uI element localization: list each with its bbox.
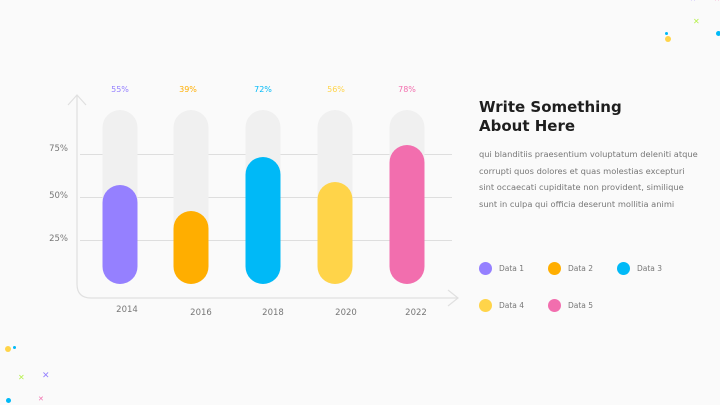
legend-label: Data 5 — [568, 301, 594, 310]
confetti-cross-icon: ✕ — [42, 371, 50, 381]
legend-label: Data 4 — [499, 301, 525, 310]
legend-item-data3: Data 3 — [617, 262, 662, 275]
confetti-dot-icon — [6, 398, 11, 403]
confetti-cross-icon: ✕ — [690, 0, 696, 3]
x-tick-2018: 2018 — [262, 308, 284, 318]
x-tick-2014: 2014 — [116, 305, 138, 315]
value-label-2022: 78% — [398, 85, 416, 94]
legend-label: Data 1 — [499, 264, 525, 273]
legend-item-data5: Data 5 — [548, 299, 593, 312]
confetti-dot-icon — [5, 346, 11, 352]
legend-item-data1: Data 1 — [479, 262, 524, 275]
legend-dot-icon — [479, 299, 492, 312]
x-tick-2020: 2020 — [335, 308, 357, 318]
y-tick-75: 75% — [49, 144, 68, 154]
value-label-2016: 39% — [179, 85, 197, 94]
confetti-cross-icon: ✕ — [38, 395, 44, 403]
legend-dot-icon — [617, 262, 630, 275]
value-label-2020: 56% — [327, 85, 345, 94]
title-line-2: About Here — [479, 117, 576, 135]
legend-label: Data 3 — [637, 264, 663, 273]
confetti-cross-icon: ✕ — [693, 17, 700, 26]
bar-2022 — [389, 145, 425, 284]
legend-label: Data 2 — [568, 264, 594, 273]
title-line-1: Write Something — [479, 98, 622, 116]
confetti-dot-icon — [665, 32, 668, 35]
value-label-2018: 72% — [254, 85, 272, 94]
x-tick-2022: 2022 — [405, 308, 427, 318]
bar-2018 — [245, 157, 281, 284]
legend-dot-icon — [479, 262, 492, 275]
confetti-cross-icon: ✕ — [18, 373, 25, 382]
bar-2016 — [173, 211, 209, 284]
value-label-2014: 55% — [111, 85, 129, 94]
confetti-cross-icon: ✕ — [714, 0, 720, 3]
legend-item-data4: Data 4 — [479, 299, 524, 312]
confetti-dot-icon — [716, 31, 720, 36]
y-tick-50: 50% — [49, 191, 68, 201]
slide-title: Write Something About Here — [479, 98, 622, 136]
legend-item-data2: Data 2 — [548, 262, 593, 275]
x-tick-2016: 2016 — [190, 308, 212, 318]
bar-2020 — [317, 182, 353, 284]
legend-dot-icon — [548, 262, 561, 275]
legend-dot-icon — [548, 299, 561, 312]
bar-2014 — [102, 185, 138, 284]
y-tick-25: 25% — [49, 234, 68, 244]
body-text: qui blanditiis praesentium voluptatum de… — [479, 149, 698, 209]
confetti-dot-icon — [13, 346, 16, 349]
confetti-dot-icon — [665, 36, 671, 42]
